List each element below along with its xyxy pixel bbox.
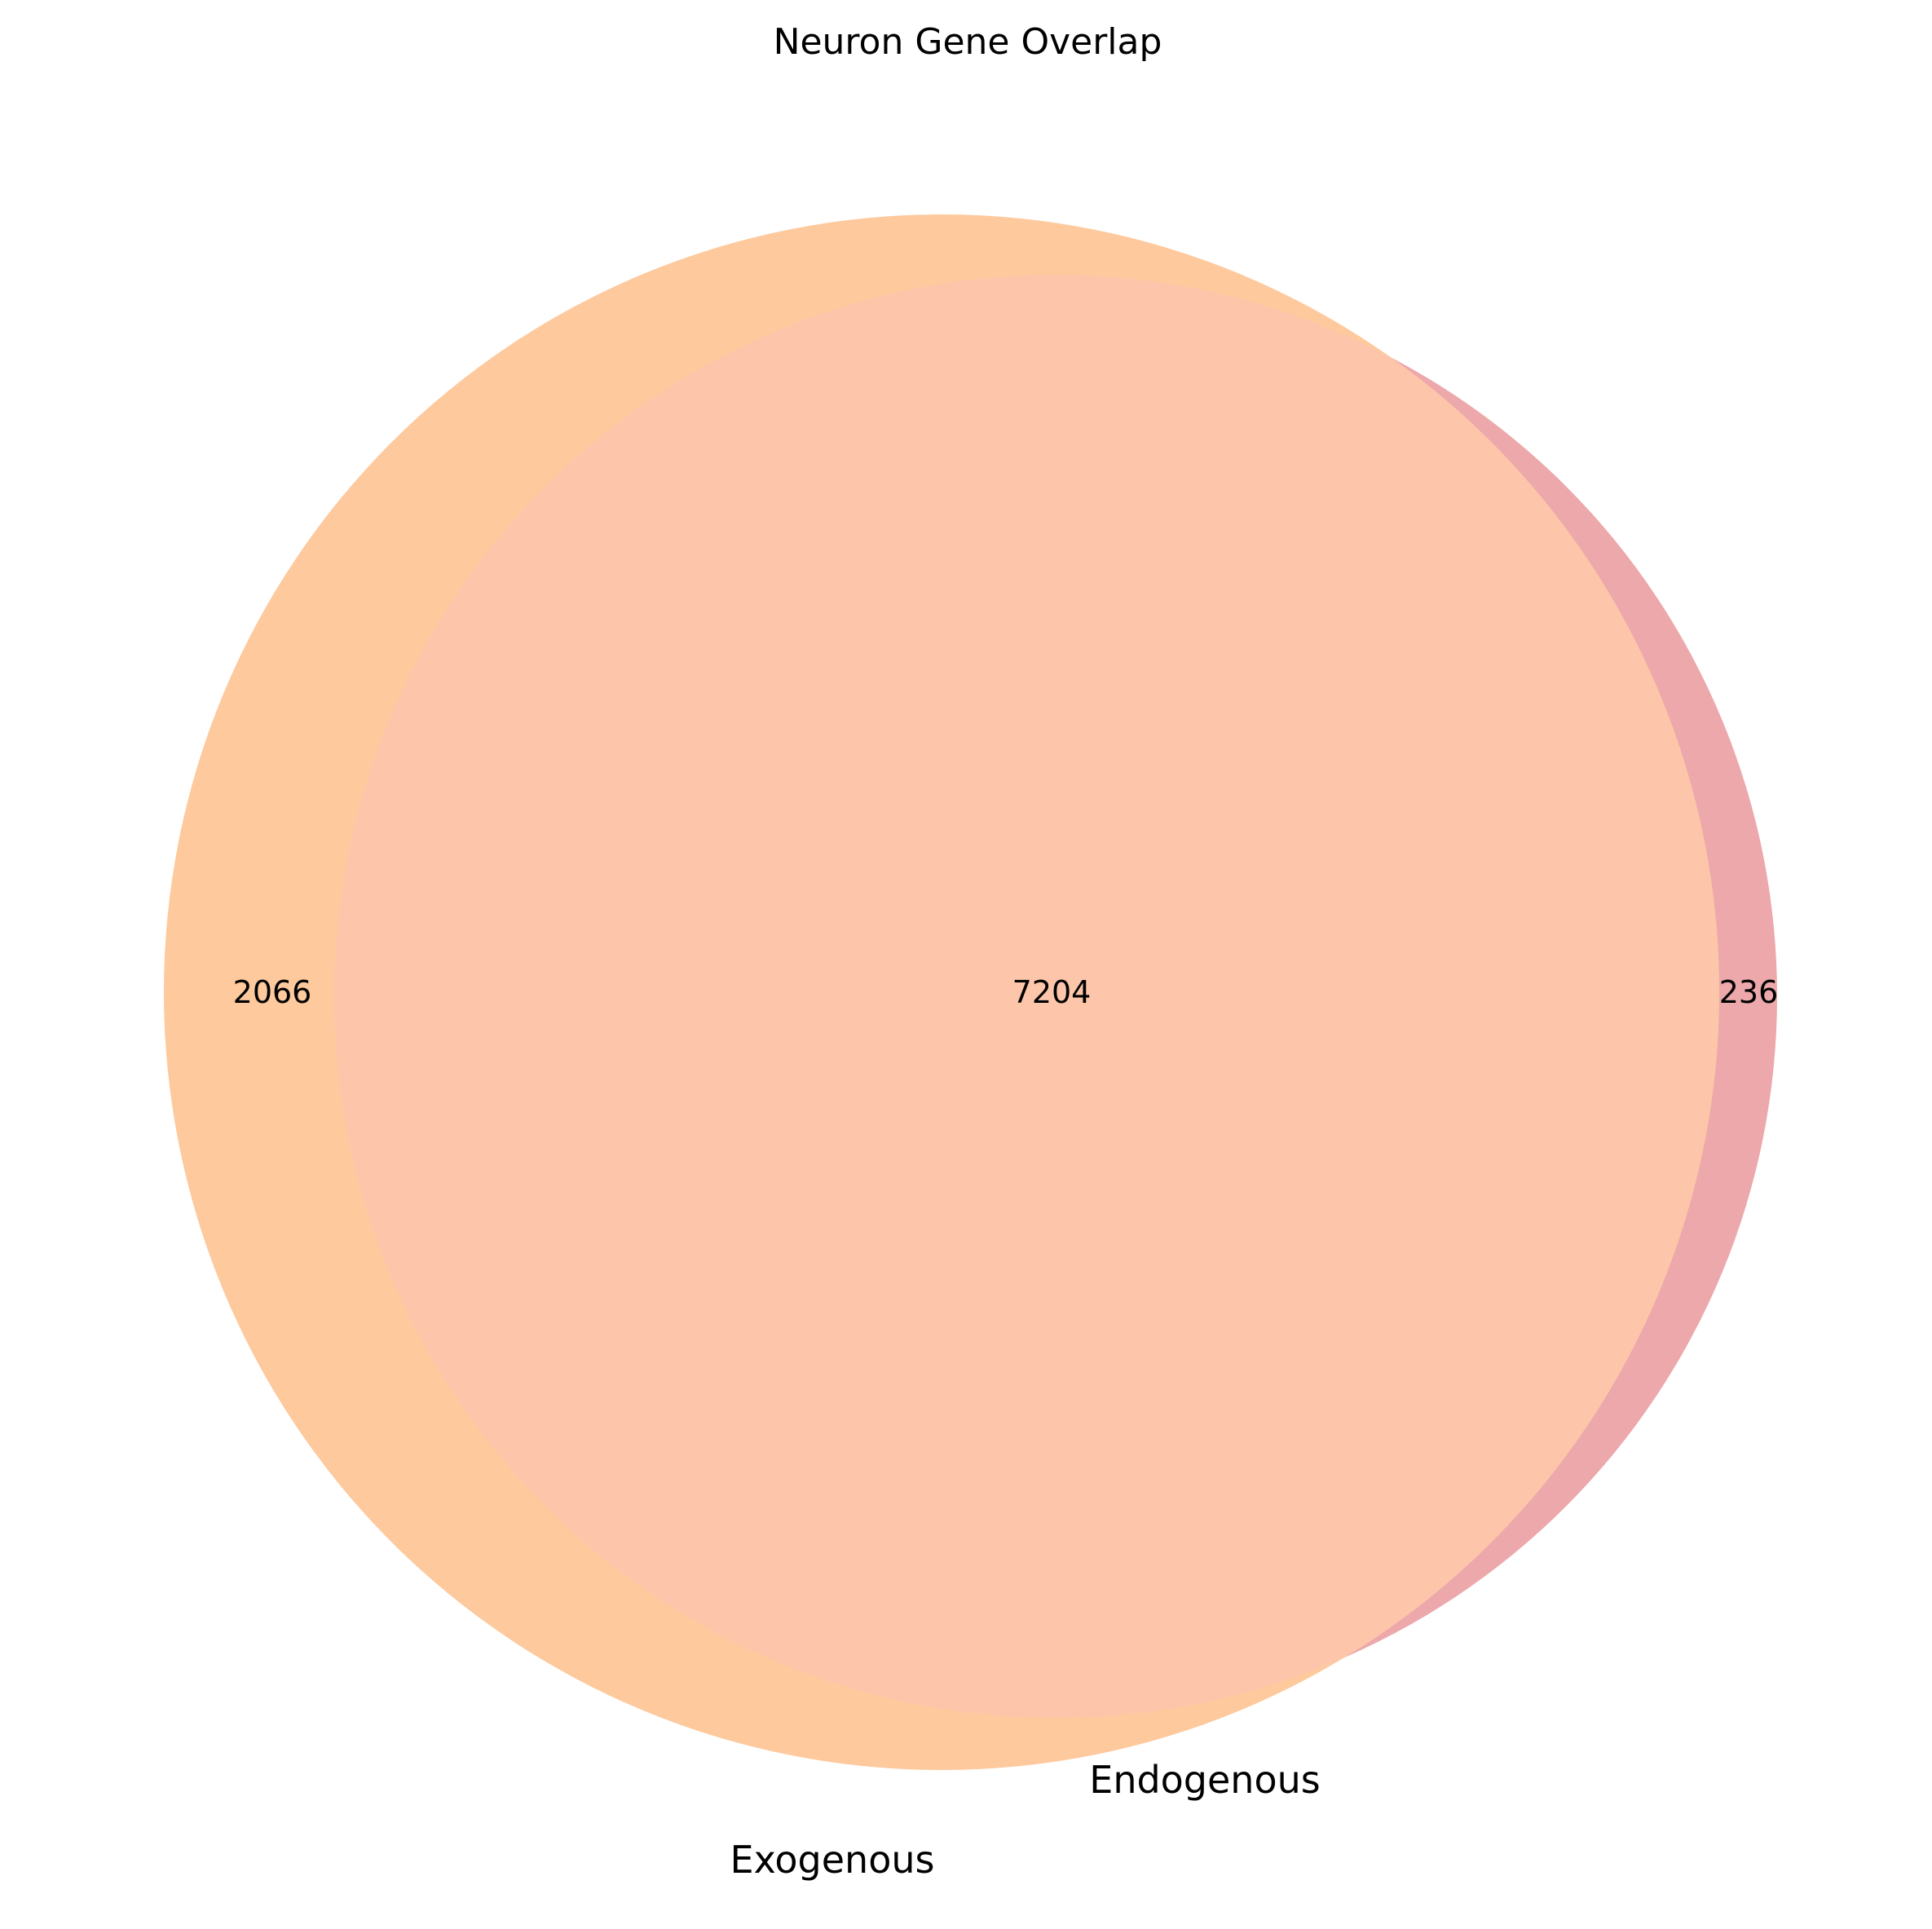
endogenous-label: Endogenous [1089, 1758, 1320, 1802]
exogenous-label: Exogenous [730, 1838, 935, 1882]
exogenous-only-count: 2066 [233, 974, 312, 1010]
intersection-region [334, 275, 1719, 1718]
intersection-count: 7204 [1012, 974, 1092, 1010]
chart-title: Neuron Gene Overlap [774, 21, 1162, 63]
endogenous-only-count: 236 [1719, 974, 1779, 1010]
